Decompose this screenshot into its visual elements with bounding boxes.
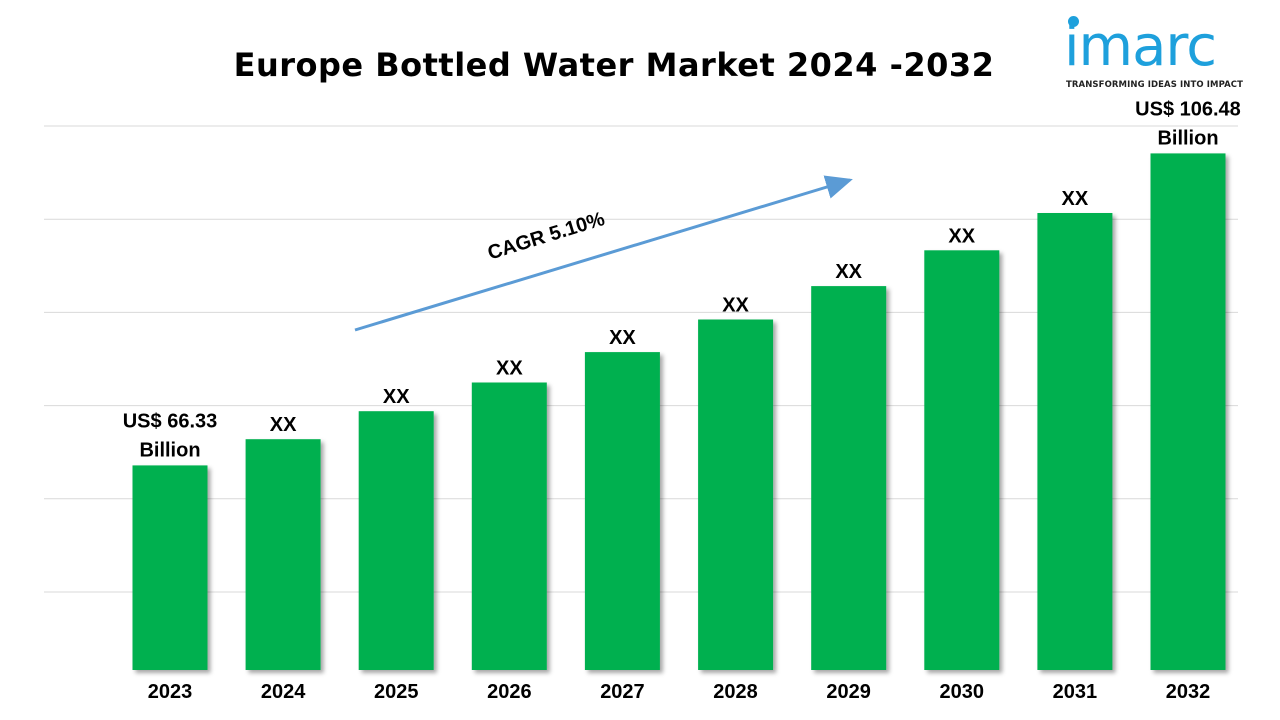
- x-tick-2024: 2024: [261, 681, 306, 703]
- x-tick-2032: 2032: [1166, 681, 1211, 703]
- x-tick-2025: 2025: [374, 681, 419, 703]
- data-label-2025: XX: [383, 386, 410, 408]
- bar-2028: [698, 319, 774, 670]
- bars: [132, 153, 1226, 671]
- x-tick-2026: 2026: [487, 681, 532, 703]
- x-tick-2023: 2023: [148, 681, 193, 703]
- bar-2024: [245, 439, 321, 670]
- cagr-annotation: CAGR 5.10%: [354, 175, 853, 332]
- x-axis-ticks: 2023 2024 2025 2026 2027 2028 2029 2030 2031 2032: [148, 681, 1211, 703]
- data-label-2028: XX: [722, 295, 749, 317]
- x-tick-2030: 2030: [940, 681, 985, 703]
- bar-2030: [924, 250, 1000, 671]
- bar-2031: [1037, 213, 1113, 670]
- x-tick-2031: 2031: [1053, 681, 1098, 703]
- data-label-2029: XX: [835, 261, 862, 283]
- data-label-2026: XX: [496, 357, 523, 379]
- imarc-logo: imarc TRANSFORMING IDEAS INTO IMPACT: [1060, 14, 1250, 94]
- bar-2025: [358, 411, 434, 670]
- x-tick-2029: 2029: [826, 681, 871, 703]
- data-label-2032: US$ 106.48 Billion: [1135, 98, 1241, 149]
- bar-2032: [1150, 153, 1226, 670]
- logo-dot: [1068, 16, 1079, 27]
- cagr-arrow: [354, 175, 853, 332]
- bar-2029: [811, 286, 887, 670]
- data-label-2023: US$ 66.33 Billion: [123, 410, 218, 461]
- bar-2027: [584, 352, 660, 670]
- x-tick-2028: 2028: [713, 681, 758, 703]
- data-labels: US$ 66.33 Billion XX XX XX XX XX XX XX XX US$ 106.…: [123, 98, 1241, 461]
- logo-tagline: TRANSFORMING IDEAS INTO IMPACT: [1066, 80, 1244, 90]
- data-label-2027: XX: [609, 327, 636, 349]
- data-label-2031: XX: [1062, 188, 1089, 210]
- cagr-label: CAGR 5.10%: [485, 208, 607, 265]
- bar-2023: [132, 465, 208, 670]
- data-label-2030: XX: [948, 225, 975, 247]
- x-tick-2027: 2027: [600, 681, 645, 703]
- chart-title: Europe Bottled Water Market 2024 -2032: [233, 46, 995, 84]
- data-label-2024: XX: [270, 414, 297, 436]
- logo-wordmark: imarc: [1064, 14, 1217, 79]
- bar-2026: [471, 382, 547, 670]
